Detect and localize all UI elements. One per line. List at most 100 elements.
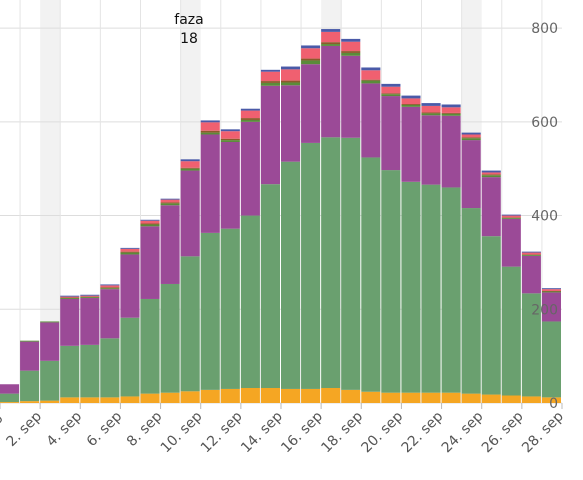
bar-segment[interactable]: [140, 226, 160, 299]
bar-segment[interactable]: [20, 341, 40, 371]
bar-segment[interactable]: [481, 174, 501, 176]
bar-segment[interactable]: [140, 223, 160, 225]
bar-segment[interactable]: [361, 83, 381, 158]
bar-segment[interactable]: [240, 215, 260, 389]
bar-segment[interactable]: [100, 338, 120, 398]
bar-segment[interactable]: [100, 287, 120, 289]
bar-segment[interactable]: [160, 283, 180, 393]
bar-segment[interactable]: [401, 98, 421, 105]
bar-segment[interactable]: [100, 288, 120, 290]
bar-segment[interactable]: [301, 45, 321, 49]
bar-segment[interactable]: [481, 172, 501, 175]
bar-segment[interactable]: [160, 198, 180, 200]
bar-segment[interactable]: [40, 360, 60, 401]
bar-segment[interactable]: [501, 218, 521, 267]
bar-segment[interactable]: [100, 289, 120, 339]
bar-segment[interactable]: [180, 256, 200, 392]
bar-segment[interactable]: [220, 140, 240, 142]
bar-segment[interactable]: [60, 397, 80, 403]
bar-segment[interactable]: [281, 85, 301, 162]
bar-segment[interactable]: [240, 119, 260, 122]
bar-segment[interactable]: [421, 112, 441, 114]
bar-segment[interactable]: [40, 400, 60, 403]
bar-segment[interactable]: [501, 266, 521, 396]
bar-segment[interactable]: [100, 397, 120, 403]
bar-segment[interactable]: [401, 181, 421, 393]
bar-segment[interactable]: [361, 67, 381, 71]
bar-segment[interactable]: [140, 219, 160, 221]
bar-segment[interactable]: [421, 184, 441, 393]
bar-segment[interactable]: [60, 295, 80, 297]
bar-segment[interactable]: [220, 141, 240, 229]
bar-segment[interactable]: [120, 254, 140, 318]
bar-segment[interactable]: [200, 134, 220, 233]
bar-segment[interactable]: [281, 82, 301, 86]
bar-segment[interactable]: [501, 215, 521, 218]
bar-segment[interactable]: [120, 317, 140, 397]
bar-segment[interactable]: [341, 51, 361, 53]
bar-segment[interactable]: [541, 292, 561, 322]
bar-segment[interactable]: [260, 388, 280, 403]
bar-segment[interactable]: [321, 45, 341, 138]
bar-segment[interactable]: [180, 168, 200, 171]
bar-segment[interactable]: [301, 142, 321, 389]
bar-segment[interactable]: [40, 321, 60, 323]
bar-segment[interactable]: [80, 344, 100, 398]
bar-segment[interactable]: [180, 161, 200, 168]
bar-segment[interactable]: [321, 31, 341, 43]
bar-segment[interactable]: [421, 113, 441, 116]
bar-segment[interactable]: [541, 291, 561, 293]
bar-segment[interactable]: [0, 393, 20, 403]
bar-segment[interactable]: [200, 132, 220, 135]
bar-segment[interactable]: [541, 321, 561, 398]
bar-segment[interactable]: [301, 58, 321, 61]
bar-segment[interactable]: [441, 187, 461, 393]
bar-segment[interactable]: [421, 105, 441, 113]
bar-segment[interactable]: [200, 389, 220, 403]
bar-segment[interactable]: [381, 83, 401, 87]
bar-segment[interactable]: [401, 104, 421, 107]
bar-segment[interactable]: [260, 81, 280, 83]
bar-segment[interactable]: [321, 388, 341, 403]
bar-segment[interactable]: [321, 137, 341, 389]
bar-segment[interactable]: [20, 370, 40, 402]
bar-segment[interactable]: [461, 134, 481, 138]
bar-segment[interactable]: [341, 55, 361, 138]
bar-segment[interactable]: [240, 121, 260, 216]
bar-segment[interactable]: [60, 298, 80, 346]
bar-segment[interactable]: [421, 392, 441, 403]
bar-segment[interactable]: [361, 157, 381, 392]
bar-segment[interactable]: [441, 107, 461, 113]
bar-segment[interactable]: [200, 120, 220, 123]
bar-segment[interactable]: [20, 401, 40, 403]
bar-segment[interactable]: [521, 254, 541, 256]
bar-segment[interactable]: [481, 394, 501, 403]
bar-segment[interactable]: [541, 397, 561, 403]
bar-segment[interactable]: [541, 288, 561, 290]
bar-segment[interactable]: [521, 396, 541, 403]
bar-segment[interactable]: [541, 289, 561, 292]
bar-segment[interactable]: [441, 392, 461, 403]
bar-segment[interactable]: [100, 285, 120, 288]
bar-segment[interactable]: [481, 177, 501, 237]
bar-segment[interactable]: [80, 295, 100, 297]
bar-segment[interactable]: [20, 340, 40, 342]
bar-segment[interactable]: [381, 86, 401, 94]
bar-segment[interactable]: [140, 220, 160, 224]
bar-segment[interactable]: [341, 137, 361, 390]
bar-segment[interactable]: [401, 104, 421, 105]
bar-segment[interactable]: [60, 298, 80, 299]
bar-segment[interactable]: [421, 103, 441, 106]
bar-segment[interactable]: [200, 122, 220, 131]
bar-segment[interactable]: [501, 214, 521, 216]
bar-segment[interactable]: [180, 159, 200, 162]
bar-segment[interactable]: [301, 388, 321, 403]
bar-segment[interactable]: [200, 232, 220, 390]
bar-segment[interactable]: [461, 137, 481, 139]
bar-segment[interactable]: [521, 255, 541, 294]
bar-segment[interactable]: [301, 64, 321, 143]
bar-segment[interactable]: [521, 293, 541, 397]
bar-segment[interactable]: [341, 52, 361, 56]
bar-segment[interactable]: [60, 296, 80, 298]
bar-segment[interactable]: [160, 203, 180, 206]
